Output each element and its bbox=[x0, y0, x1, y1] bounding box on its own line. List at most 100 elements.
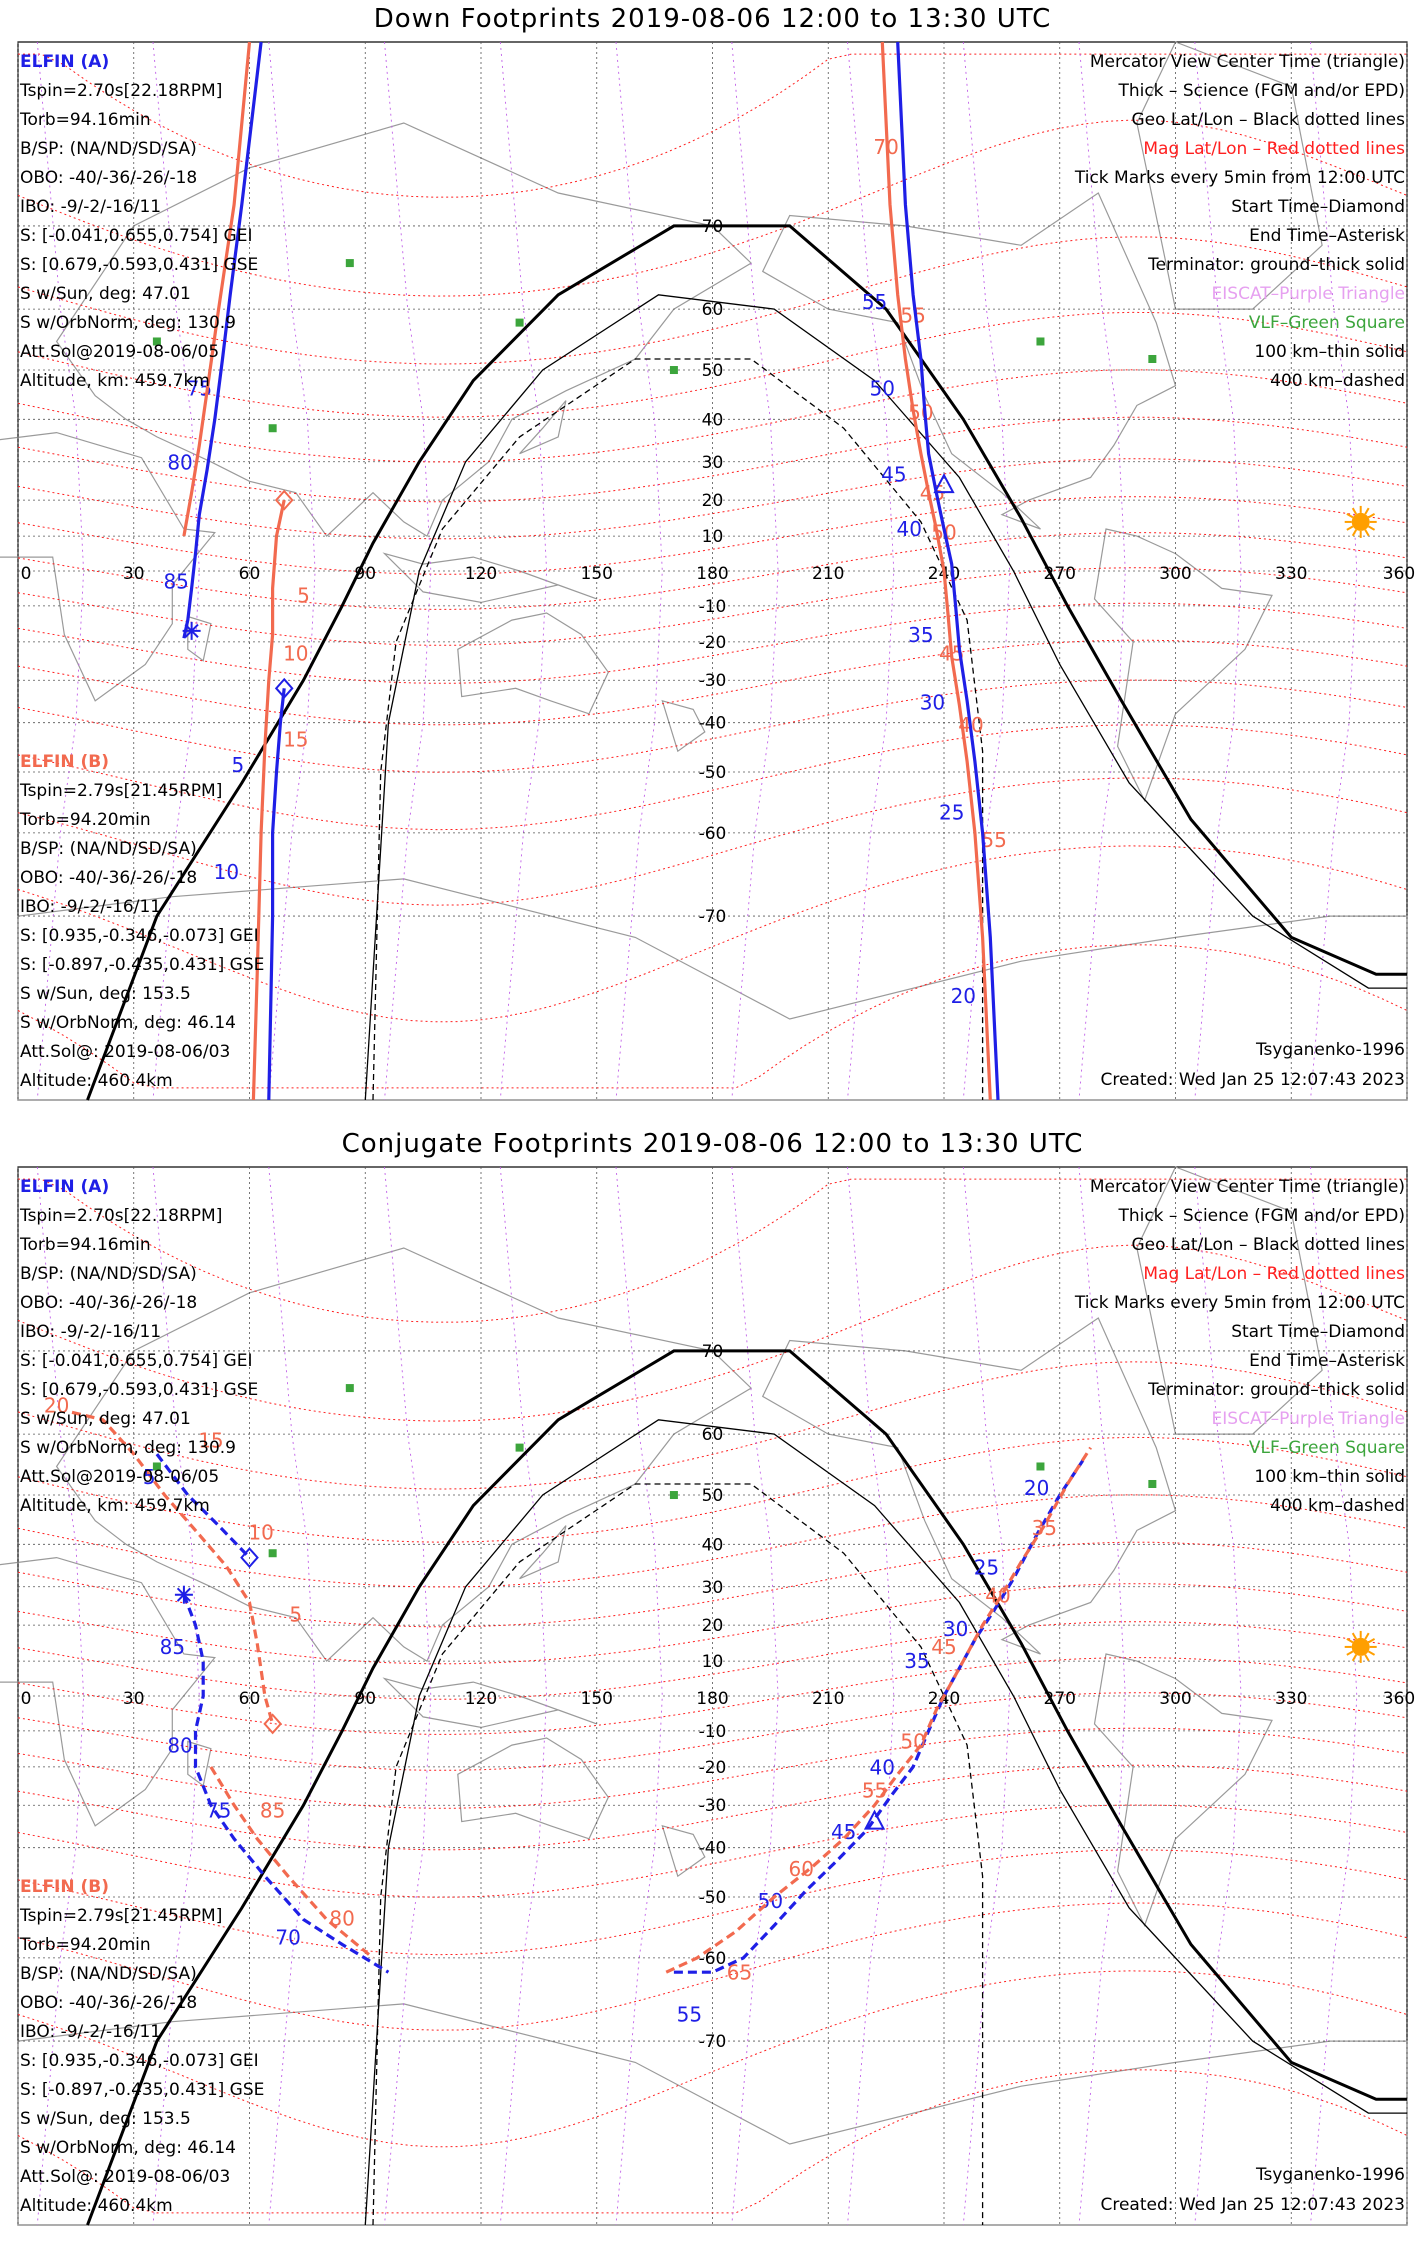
tick-mark-label: 65 bbox=[727, 1961, 752, 1985]
y-tick-label: -40 bbox=[699, 714, 727, 734]
y-tick-label: 20 bbox=[702, 1616, 724, 1636]
coastline bbox=[17, 2003, 1408, 2226]
legend-entry: Mag Lat/Lon – Red dotted lines bbox=[1143, 139, 1405, 159]
sat-a-info: ELFIN (A) Tspin=2.70s[22.18RPM] Torb=94.… bbox=[20, 48, 258, 396]
legend: Mercator View Center Time (triangle) Thi… bbox=[1075, 48, 1405, 396]
terminator-ground bbox=[86, 1349, 1407, 2226]
y-tick-label: -10 bbox=[699, 597, 727, 617]
panel-title: Down Footprints 2019-08-06 12:00 to 13:3… bbox=[373, 4, 1052, 34]
footprint-track bbox=[251, 499, 286, 1101]
y-tick-label: -20 bbox=[699, 633, 727, 653]
y-tick-label: -60 bbox=[699, 824, 727, 844]
vlf-site-marker bbox=[268, 1549, 277, 1558]
coastline bbox=[55, 1247, 753, 1663]
sat-a-info-line: S: [0.679,-0.593,0.431] GSE bbox=[20, 1380, 259, 1400]
mag-grid-parallel bbox=[17, 1692, 1408, 1771]
sat-b-info-line: ELFIN (B) bbox=[20, 752, 110, 772]
mag-grid-parallel bbox=[17, 1804, 1408, 1898]
mag-grid-parallel bbox=[17, 532, 1408, 610]
tick-mark-label: 5 bbox=[232, 753, 245, 777]
vlf-site-marker bbox=[345, 1384, 354, 1393]
y-tick-label: 30 bbox=[702, 1578, 724, 1598]
terminator-100km bbox=[364, 294, 1407, 1101]
tick-mark-label: 85 bbox=[163, 569, 188, 593]
tick-mark-label: 15 bbox=[198, 1429, 223, 1453]
legend-entry: 100 km–thin solid bbox=[1254, 1467, 1405, 1487]
tick-mark-label: 45 bbox=[931, 1635, 956, 1659]
x-tick-label: 0 bbox=[21, 564, 32, 584]
x-tick-label: 210 bbox=[812, 1689, 844, 1709]
sun-ray bbox=[1364, 529, 1370, 537]
tick-mark-label: 80 bbox=[329, 1907, 354, 1931]
sat-a-info-line: ELFIN (A) bbox=[20, 1177, 110, 1197]
x-tick-label: 120 bbox=[465, 1689, 497, 1709]
y-tick-label: -70 bbox=[699, 907, 727, 927]
y-tick-label: -20 bbox=[699, 1758, 727, 1778]
mag-grid-parallel bbox=[17, 1541, 1408, 1628]
vlf-site-marker bbox=[152, 1462, 161, 1471]
sun-ray bbox=[1367, 1638, 1376, 1644]
sat-a-info-line: S: [-0.041,0.655,0.754] GEI bbox=[20, 226, 253, 246]
coastline bbox=[1093, 1653, 1273, 1928]
sun-ray bbox=[1364, 507, 1370, 515]
sat-a-info-line: Tspin=2.70s[22.18RPM] bbox=[20, 1206, 223, 1226]
sat-b-info-line: S w/Sun, deg: 153.5 bbox=[20, 2109, 191, 2129]
center-triangle-marker bbox=[863, 1809, 886, 1830]
sun-ray bbox=[1346, 525, 1354, 531]
terminator-ground bbox=[86, 224, 1407, 1101]
vlf-site-marker bbox=[152, 337, 161, 346]
tick-mark-label: 85 bbox=[160, 1635, 185, 1659]
legend-entry: 100 km–thin solid bbox=[1254, 342, 1405, 362]
sat-a-info-line: S: [0.679,-0.593,0.431] GSE bbox=[20, 255, 259, 275]
tick-mark-label: 35 bbox=[904, 1649, 929, 1673]
mag-grid-parallel bbox=[17, 369, 1408, 463]
mag-grid-parallel bbox=[17, 1436, 1408, 1543]
sat-b-info-line: ELFIN (B) bbox=[20, 1877, 110, 1897]
sat-a-info-line: OBO: -40/-36/-26/-18 bbox=[20, 1293, 198, 1313]
sat-b-info-line: B/SP: (NA/ND/SD/SA) bbox=[20, 1964, 197, 1984]
vlf-site-marker bbox=[669, 1491, 678, 1500]
start-diamond-marker bbox=[274, 677, 294, 699]
coastline bbox=[661, 1824, 706, 1878]
y-tick-label: 60 bbox=[702, 300, 724, 320]
tick-mark-label: 55 bbox=[862, 1778, 887, 1802]
coastline bbox=[187, 615, 212, 662]
sun-ray bbox=[1346, 1638, 1354, 1644]
tick-mark-label: 5 bbox=[143, 1465, 156, 1489]
tick-mark-label: 25 bbox=[974, 1556, 999, 1580]
legend-entry: Geo Lat/Lon – Black dotted lines bbox=[1131, 110, 1406, 130]
end-asterisk-marker bbox=[176, 1587, 191, 1602]
legend-entry: End Time–Asterisk bbox=[1249, 1351, 1405, 1371]
mag-grid-parallel bbox=[17, 1764, 1408, 1851]
sat-a-info-line: S w/Sun, deg: 47.01 bbox=[20, 1409, 191, 1429]
sat-a-info-line: Torb=94.16min bbox=[20, 110, 151, 130]
vlf-site-marker bbox=[1036, 1462, 1045, 1471]
mag-grid-parallel bbox=[17, 724, 1408, 831]
model-label: Tsyganenko-1996 bbox=[1255, 1040, 1405, 1060]
tick-mark-label: 75 bbox=[206, 1798, 231, 1822]
sun-ray bbox=[1364, 1632, 1370, 1640]
mag-grid-parallel bbox=[17, 639, 1408, 726]
coastline bbox=[519, 1525, 567, 1580]
sat-a-info-line: Att.Sol@2019-08-06/05 bbox=[20, 342, 220, 362]
tick-mark-label: 20 bbox=[44, 1393, 69, 1417]
x-tick-label: 300 bbox=[1159, 564, 1191, 584]
map-plot: 0 30 60 90 120 150 180 210 240 270 300 330 360706050… bbox=[0, 1166, 1415, 2226]
sat-b-info-line: Att.Sol@: 2019-08-06/03 bbox=[20, 2167, 231, 2187]
sat-a-info-line: Att.Sol@2019-08-06/05 bbox=[20, 1467, 220, 1487]
legend-entry: Terminator: ground–thick solid bbox=[1148, 1380, 1405, 1400]
sun-ray bbox=[1367, 513, 1376, 519]
sat-a-info-line: S w/OrbNorm, deg: 130.9 bbox=[20, 1438, 237, 1458]
coastline bbox=[1136, 1166, 1323, 1435]
sun-ray bbox=[1346, 1650, 1354, 1656]
vlf-site-marker bbox=[268, 424, 277, 433]
vlf-site-marker bbox=[669, 366, 678, 375]
y-tick-label: 40 bbox=[702, 410, 724, 430]
mag-grid-parallel bbox=[17, 2069, 1408, 2214]
y-tick-label: -30 bbox=[699, 1796, 727, 1816]
y-tick-label: -50 bbox=[699, 763, 727, 783]
sat-b-info-line: OBO: -40/-36/-26/-18 bbox=[20, 868, 198, 888]
y-tick-label: 20 bbox=[702, 491, 724, 511]
mag-grid-parallel bbox=[17, 496, 1408, 575]
legend-entry: Thick – Science (FGM and/or EPD) bbox=[1118, 81, 1405, 101]
